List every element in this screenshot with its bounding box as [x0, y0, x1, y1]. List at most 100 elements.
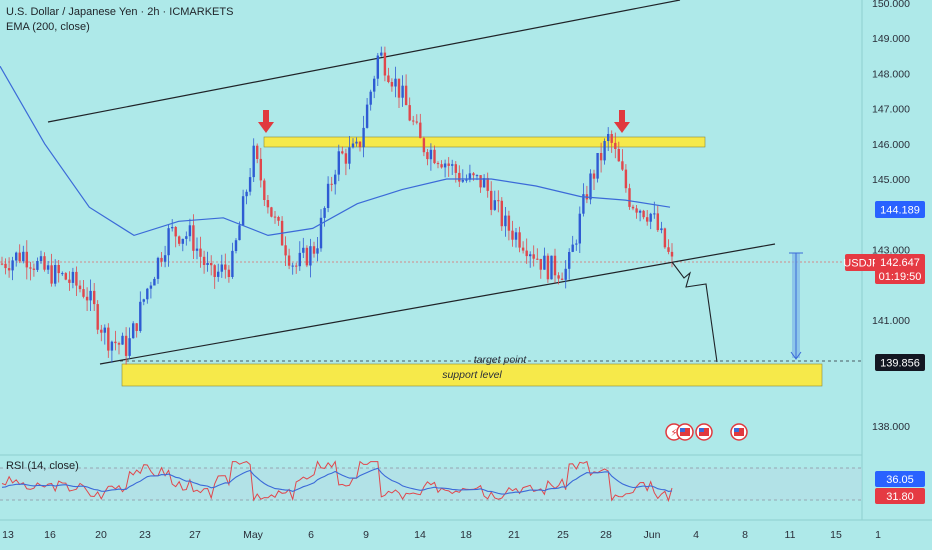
candle-body — [234, 240, 238, 251]
candle-body — [50, 265, 53, 284]
candle-body — [295, 265, 298, 267]
candle-body — [202, 256, 206, 265]
candle-body — [206, 263, 209, 265]
candle-body — [4, 263, 7, 269]
candle-body — [387, 75, 390, 82]
time-tick-label: 20 — [95, 529, 107, 541]
candle-body — [539, 259, 542, 270]
time-tick-label: 13 — [2, 529, 14, 541]
candle-body — [316, 248, 319, 254]
rsi-legend[interactable]: RSI (14, close) — [6, 460, 79, 472]
candle-body — [287, 255, 291, 266]
candle-body — [656, 213, 659, 231]
candle-body — [171, 227, 174, 229]
candle-body — [167, 228, 170, 256]
candle-body — [178, 236, 181, 244]
candle-body — [397, 78, 401, 98]
rsi-ma-text: 36.05 — [886, 474, 914, 486]
rsi-line — [1, 460, 673, 503]
candle-body — [589, 173, 592, 200]
candle-body — [160, 257, 163, 262]
candle-body — [163, 255, 167, 262]
candle-body — [394, 78, 397, 87]
countdown-text: 01:19:50 — [879, 271, 922, 283]
time-tick-label: 1 — [875, 529, 881, 541]
target-value-tag — [875, 354, 925, 371]
candle-body — [649, 213, 652, 222]
candle-body — [323, 208, 326, 218]
candle-body — [248, 177, 252, 192]
candle-body — [7, 268, 11, 271]
candle-body — [440, 164, 443, 168]
candle-body — [461, 180, 464, 182]
price-tick-label: 145.000 — [872, 174, 910, 186]
candle-body — [121, 335, 124, 345]
candle-body — [380, 52, 383, 56]
candle-body — [667, 247, 670, 252]
candle-body — [302, 247, 305, 253]
candle-body — [369, 91, 372, 105]
price-tick-label: 146.000 — [872, 139, 910, 151]
target-value-text: 139.856 — [880, 358, 920, 370]
candle-body — [607, 134, 610, 141]
time-tick-label: 23 — [139, 529, 151, 541]
economic-event-icons[interactable]: ⚡ — [665, 423, 748, 441]
candle-body — [624, 169, 628, 189]
candle-body — [245, 191, 248, 197]
ema-value-tag — [875, 201, 925, 218]
price-tick-label: 141.000 — [872, 315, 910, 327]
candle-body — [344, 153, 348, 164]
time-tick-label: May — [243, 529, 264, 541]
candle-body — [596, 153, 599, 179]
time-tick-label: 11 — [785, 529, 796, 541]
candle-body — [195, 248, 199, 251]
candle-body — [660, 228, 663, 231]
candle-body — [617, 149, 620, 162]
price-tick-label: 143.000 — [872, 245, 910, 257]
candle-body — [284, 245, 287, 256]
candle-body — [497, 200, 500, 202]
candle-body — [493, 200, 496, 210]
time-tick-label: Jun — [644, 529, 661, 541]
candle-body — [103, 327, 106, 333]
candle-body — [419, 122, 422, 139]
candlestick-series — [0, 46, 674, 365]
time-axis[interactable]: 13 16 20 23 27 May 6 9 14 18 21 25 28 Jun 4 8 11 15 1 — [2, 529, 881, 541]
last-price-text: 142.647 — [880, 257, 920, 269]
candle-body — [454, 164, 457, 173]
candle-body — [309, 246, 312, 266]
chart-legend[interactable]: U.S. Dollar / Japanese Yen · 2h · ICMARK… — [6, 6, 233, 33]
price-tick-label: 147.000 — [872, 104, 910, 116]
candle-body — [89, 290, 92, 301]
candle-body — [507, 215, 511, 231]
candle-body — [291, 265, 294, 267]
candle-body — [348, 147, 351, 164]
rsi-ma-tag — [875, 471, 925, 487]
candle-body — [188, 225, 192, 237]
candle-body — [128, 338, 131, 356]
candle-body — [341, 151, 344, 154]
candle-body — [259, 158, 262, 181]
indicator-label: EMA (200, close) — [6, 21, 90, 33]
candle-body — [383, 52, 387, 76]
price-axis[interactable]: 150.000 149.000 148.000 147.000 146.000 145.0… — [872, 0, 910, 433]
candle-body — [472, 173, 475, 176]
candle-body — [124, 335, 128, 356]
candle-body — [277, 217, 280, 221]
candle-body — [107, 327, 110, 351]
candle-body — [571, 244, 574, 252]
candle-body — [334, 174, 337, 185]
candle-body — [653, 213, 656, 215]
candle-body — [78, 285, 82, 290]
candle-body — [181, 238, 184, 244]
price-tick-label: 149.000 — [872, 33, 910, 45]
rsi-value-tag — [875, 488, 925, 504]
candle-body — [192, 225, 195, 251]
time-tick-label: 27 — [189, 529, 201, 541]
candle-body — [511, 230, 514, 240]
candle-body — [15, 252, 18, 261]
candle-body — [185, 236, 188, 239]
candle-body — [592, 173, 596, 179]
